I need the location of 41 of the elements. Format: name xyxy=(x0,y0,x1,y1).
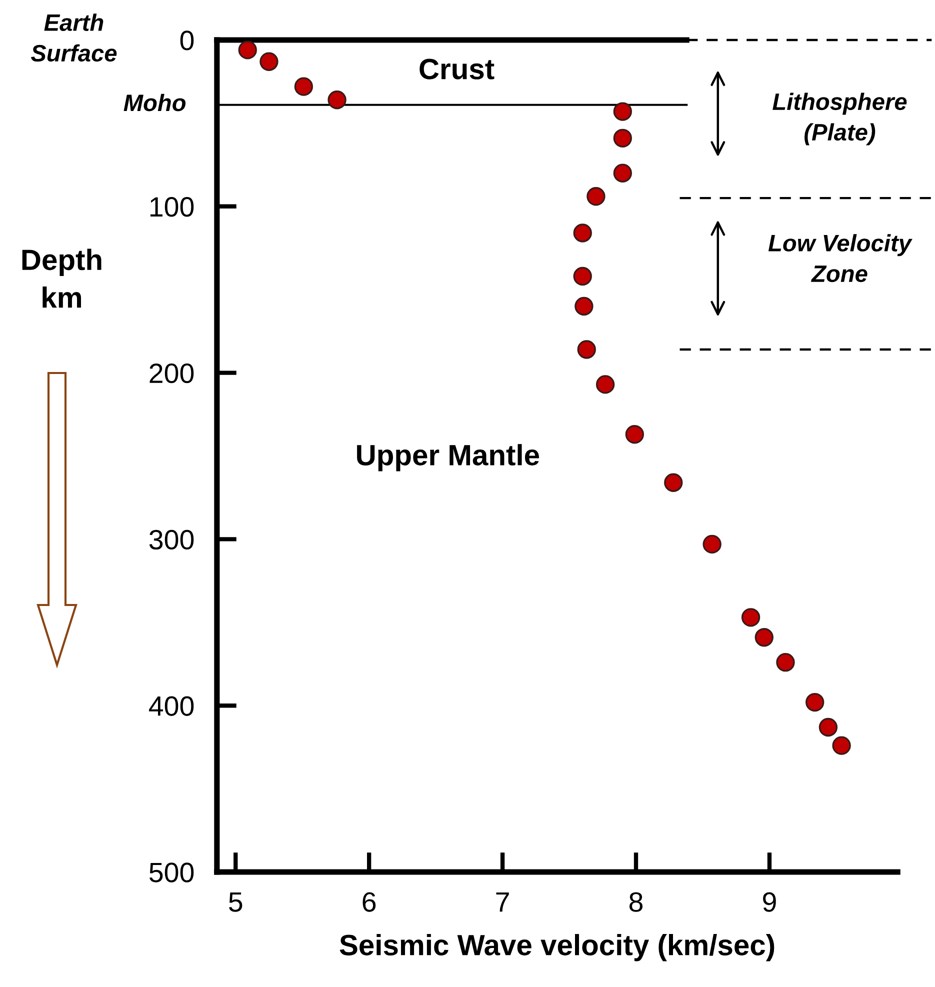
point xyxy=(294,77,314,96)
ref-line-label: Moho xyxy=(124,94,186,112)
point xyxy=(328,90,346,110)
point xyxy=(260,52,278,71)
point xyxy=(586,187,606,206)
point xyxy=(573,224,592,242)
y-tick-label: 100 xyxy=(150,197,194,217)
y-tick-label: 500 xyxy=(149,862,194,882)
x-axis-title: Seismic Wave velocity (km/sec) xyxy=(340,934,774,962)
point xyxy=(806,692,824,712)
point xyxy=(577,340,596,359)
x-tick-label: 6 xyxy=(362,892,376,912)
point xyxy=(625,425,644,444)
point xyxy=(664,473,683,492)
annotation: Lithosphere (Plate) xyxy=(772,92,907,146)
point xyxy=(818,718,838,737)
point xyxy=(832,736,851,755)
point xyxy=(776,653,795,672)
y-tick-label: 400 xyxy=(148,696,194,716)
x-tick-label: 7 xyxy=(496,892,509,912)
x-tick-label: 5 xyxy=(228,892,242,912)
point xyxy=(741,608,760,627)
point xyxy=(596,375,615,394)
y-tick-label: 200 xyxy=(150,363,194,384)
y-tick-label: 0 xyxy=(180,30,194,50)
x-tick-label: 8 xyxy=(629,892,643,912)
point xyxy=(573,266,592,286)
point xyxy=(702,534,722,554)
point xyxy=(613,164,632,182)
annotation: Low Velocity Zone xyxy=(768,234,912,282)
y-axis-title: Depth km xyxy=(22,248,102,308)
point xyxy=(613,102,632,121)
annotation: Crust xyxy=(420,58,494,80)
point xyxy=(613,128,632,148)
text: Earth Surface xyxy=(30,14,117,62)
annotation: Upper Mantle xyxy=(357,444,540,472)
point xyxy=(574,296,594,316)
y-tick-label: 300 xyxy=(149,530,194,550)
point xyxy=(754,628,774,647)
point xyxy=(238,40,257,60)
x-tick-label: 9 xyxy=(763,892,776,912)
